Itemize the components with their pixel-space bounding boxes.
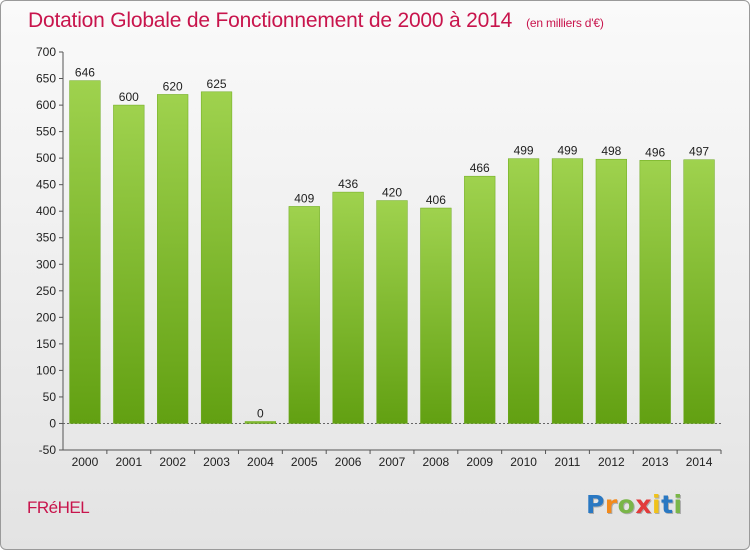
data-label-2008: 406 — [426, 193, 446, 207]
x-tick-label-2014: 2014 — [686, 455, 713, 469]
bar-2001 — [113, 104, 145, 424]
logo-letter: i — [673, 490, 683, 519]
bar-2000 — [69, 80, 101, 424]
y-tick-label: 300 — [36, 257, 56, 271]
data-label-2011: 499 — [557, 144, 577, 158]
y-tick-label: 50 — [43, 390, 57, 404]
data-label-2009: 466 — [470, 161, 490, 175]
data-label-2012: 498 — [601, 144, 621, 158]
data-label-2003: 625 — [207, 77, 227, 91]
data-label-2004: 0 — [257, 406, 264, 420]
y-tick-label: 550 — [36, 125, 56, 139]
data-label-2000: 646 — [75, 66, 95, 80]
y-tick-label: 250 — [36, 284, 56, 298]
chart-subtitle: (en milliers d'€) — [526, 16, 604, 30]
logo-letter: r — [604, 490, 618, 519]
x-tick-label-2009: 2009 — [466, 455, 493, 469]
logo-letter: t — [661, 490, 674, 519]
logo-letter: x — [635, 490, 652, 519]
data-label-2010: 499 — [514, 144, 534, 158]
y-tick-label: 400 — [36, 204, 56, 218]
x-tick-label-2008: 2008 — [423, 455, 450, 469]
y-tick-label: 350 — [36, 231, 56, 245]
y-tick-label: 0 — [49, 416, 56, 430]
data-label-2006: 436 — [338, 177, 358, 191]
y-tick-label: 450 — [36, 178, 56, 192]
y-tick-label: 700 — [36, 45, 56, 59]
y-tick-label: -50 — [39, 443, 57, 457]
y-tick-label: 500 — [36, 151, 56, 165]
bar-2014 — [683, 159, 715, 424]
bar-2013 — [639, 160, 671, 424]
x-tick-label-2013: 2013 — [642, 455, 669, 469]
data-label-2001: 600 — [119, 90, 139, 104]
x-tick-label-2007: 2007 — [379, 455, 406, 469]
y-tick-label: 200 — [36, 310, 56, 324]
bar-2002 — [157, 94, 189, 424]
data-label-2002: 620 — [163, 79, 183, 93]
title-text: Dotation Globale de Fonctionnement de 20… — [28, 9, 513, 32]
bar-2004 — [244, 421, 277, 424]
y-tick-label: 150 — [36, 337, 56, 351]
x-tick-label-2002: 2002 — [159, 455, 186, 469]
x-tick-label-2011: 2011 — [555, 455, 581, 469]
bar-2012 — [595, 158, 627, 424]
bar-2007 — [376, 200, 408, 424]
bar-2009 — [464, 175, 496, 424]
data-label-2007: 420 — [382, 186, 402, 200]
x-tick-label-2004: 2004 — [247, 455, 274, 469]
bar-2005 — [288, 206, 320, 424]
logo-letter: i — [652, 490, 662, 519]
bars — [69, 80, 715, 424]
x-tick-label-2012: 2012 — [598, 455, 625, 469]
bar-2006 — [332, 191, 364, 424]
y-tick-label: 100 — [36, 363, 56, 377]
chart-title: Dotation Globale de Fonctionnement de 20… — [28, 9, 604, 33]
data-label-2014: 497 — [689, 145, 709, 159]
proxiti-logo: Proxiti — [586, 490, 683, 519]
commune-name: FRéHEL — [27, 498, 90, 517]
x-tick-label-2001: 2001 — [115, 455, 142, 469]
bar-2011 — [551, 158, 584, 424]
x-tick-label-2005: 2005 — [291, 455, 318, 469]
data-label-2013: 496 — [645, 145, 665, 159]
data-label-2005: 409 — [294, 191, 314, 205]
y-tick-label: 650 — [36, 72, 56, 86]
logo-letter: o — [617, 490, 636, 519]
bar-2010 — [507, 158, 540, 424]
x-tick-label-2000: 2000 — [72, 455, 99, 469]
data-labels: 646 600 620 625 0 409 436 420 406 466 499 499 498 496… — [75, 66, 709, 421]
x-tick-label-2006: 2006 — [335, 455, 362, 469]
bar-2003 — [200, 91, 233, 424]
x-tick-label-2010: 2010 — [510, 455, 537, 469]
logo-letter: P — [586, 490, 605, 519]
y-tick-label: 600 — [36, 98, 56, 112]
x-tick-label-2003: 2003 — [203, 455, 230, 469]
bar-2008 — [420, 207, 452, 424]
